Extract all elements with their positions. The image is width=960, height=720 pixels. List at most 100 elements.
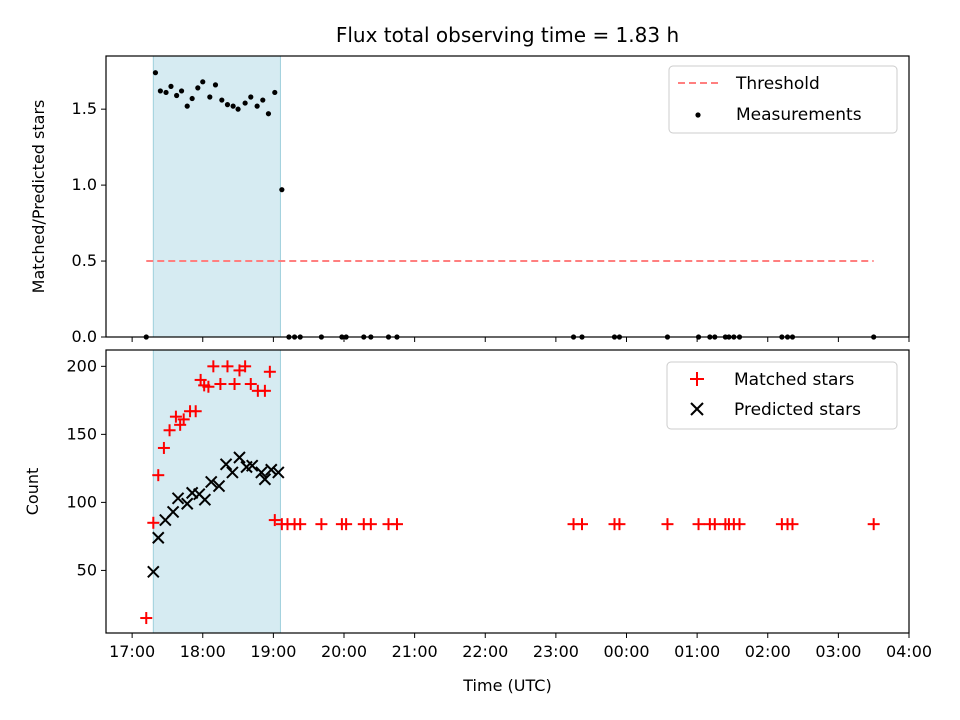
- matched-star-point: [221, 360, 234, 373]
- x-axis-label: Time (UTC): [462, 676, 551, 695]
- predicted-star-point: [198, 493, 212, 506]
- measurement-point: [152, 70, 159, 76]
- matched-star-point: [214, 378, 227, 391]
- measurement-point: [265, 111, 272, 117]
- measurement-point: [174, 92, 180, 99]
- predicted-star-point: [226, 466, 239, 479]
- matched-star-point: [867, 518, 880, 531]
- predicted-star-point: [205, 475, 218, 489]
- observing-window-span: [152, 55, 281, 338]
- matched-star-point: [163, 424, 176, 437]
- ratio-panel: 0.0 0.5 1.0 1.5 Flux total observing time =…: [29, 23, 910, 346]
- observing-window-span: [152, 349, 281, 634]
- matched-star-point: [708, 518, 721, 531]
- matched-star-point: [315, 518, 328, 531]
- ratio-y-tick-label: 0.5: [72, 251, 97, 270]
- count-y-tick-label: 100: [66, 492, 97, 511]
- predicted-star-point: [181, 497, 194, 510]
- legend-measurements-label: Measurements: [736, 105, 862, 125]
- matched-star-point: [263, 365, 276, 378]
- measurement-point: [178, 88, 185, 94]
- measurement-point: [235, 106, 241, 112]
- matched-star-point: [140, 612, 153, 625]
- predicted-star-point: [212, 479, 226, 493]
- predicted-star-point: [265, 463, 278, 476]
- x-tick-label: 03:00: [815, 642, 861, 661]
- matched-star-point: [239, 360, 252, 373]
- matched-star-point: [258, 384, 271, 397]
- matched-star-point: [364, 518, 377, 531]
- legend-predicted-label: Predicted stars: [734, 400, 861, 420]
- predicted-star-point: [258, 473, 272, 486]
- ratio-axes-frame: [105, 55, 910, 338]
- count-y-tick-label: 200: [66, 356, 97, 375]
- measurement-point: [272, 89, 278, 96]
- predicted-star-point: [272, 466, 285, 479]
- matched-star-point: [228, 378, 241, 391]
- chart-title: Flux total observing time = 1.83 h: [336, 23, 679, 47]
- matched-star-point: [613, 518, 626, 531]
- measurement-point: [207, 94, 213, 100]
- predicted-star-point: [219, 458, 233, 471]
- x-tick-label: 20:00: [321, 642, 367, 661]
- x-tick-label: 22:00: [462, 642, 508, 661]
- count-y-tick-label: 50: [77, 560, 97, 579]
- measurement-point: [260, 97, 266, 103]
- matched-star-point: [692, 518, 705, 531]
- measurement-point: [157, 88, 163, 94]
- measurement-point: [219, 97, 225, 103]
- matched-star-point: [202, 380, 215, 393]
- measurement-point: [248, 94, 254, 100]
- count-axes-frame: [105, 349, 910, 634]
- measurement-point: [189, 95, 195, 102]
- matched-star-point: [268, 514, 281, 527]
- measurement-point: [163, 89, 169, 96]
- count-y-tick-label: 150: [66, 424, 97, 443]
- matched-star-point: [340, 518, 353, 531]
- measurement-point: [200, 79, 206, 85]
- matched-star-point: [390, 518, 403, 531]
- measurement-point: [230, 103, 236, 109]
- matched-star-point: [147, 516, 160, 529]
- count-legend-box: [666, 361, 898, 430]
- ratio-y-tick-label: 1.5: [72, 99, 97, 118]
- matched-star-point: [189, 405, 202, 418]
- legend-matched-label: Matched stars: [734, 370, 854, 390]
- ratio-y-axis-label: Matched/Predicted stars: [29, 100, 48, 294]
- legend-matched-swatch: [690, 372, 704, 386]
- measurement-point: [254, 103, 260, 109]
- ratio-axis-ticks: 0.0 0.5 1.0 1.5: [72, 99, 910, 346]
- ratio-y-tick-label: 0.0: [72, 327, 97, 346]
- measurement-point: [168, 83, 174, 89]
- matched-star-point: [294, 518, 307, 531]
- count-panel: 50 100 150 200 17:00 18:00 19:00 20:00 21:00 22:0…: [23, 349, 932, 695]
- ratio-legend-box: [668, 65, 898, 134]
- x-tick-label: 02:00: [745, 642, 791, 661]
- predicted-star-point: [166, 505, 180, 519]
- x-tick-label: 01:00: [674, 642, 720, 661]
- matched-star-point: [244, 378, 257, 391]
- legend-threshold-label: Threshold: [735, 74, 820, 94]
- x-tick-label: 19:00: [250, 642, 296, 661]
- legend-predicted-swatch: [690, 402, 704, 416]
- x-tick-label: 18:00: [180, 642, 226, 661]
- x-tick-label: 21:00: [392, 642, 438, 661]
- legend-measurements-swatch: [695, 112, 701, 118]
- count-legend: Matched stars Predicted stars: [666, 361, 898, 430]
- predicted-star-point: [147, 565, 160, 578]
- x-tick-label: 17:00: [109, 642, 155, 661]
- matched-star-point: [733, 518, 746, 531]
- predicted-star-point: [245, 459, 259, 472]
- predicted-star-point: [171, 492, 185, 505]
- matched-star-point: [152, 469, 165, 482]
- matched-star-point: [661, 518, 674, 531]
- x-tick-label: 00:00: [603, 642, 649, 661]
- count-axis-ticks: 50 100 150 200 17:00 18:00 19:00 20:00 21:00 22:0…: [66, 356, 932, 661]
- predicted-star-point: [255, 466, 268, 479]
- matched-star-point: [786, 518, 799, 531]
- x-tick-label: 23:00: [533, 642, 579, 661]
- measurement-point: [279, 187, 285, 193]
- predicted-star-point: [152, 531, 165, 544]
- predicted-star-point: [233, 451, 246, 464]
